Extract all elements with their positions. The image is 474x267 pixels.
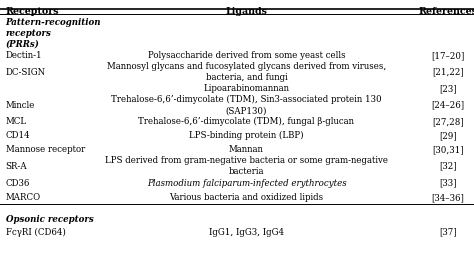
Text: [21,22]: [21,22] xyxy=(432,68,464,77)
Text: Mannosyl glycans and fucosylated glycans derived from viruses,
bacteria, and fun: Mannosyl glycans and fucosylated glycans… xyxy=(107,62,386,82)
Text: IgG1, IgG3, IgG4: IgG1, IgG3, IgG4 xyxy=(209,227,284,237)
Text: Mannose receptor: Mannose receptor xyxy=(6,145,85,154)
Text: MCL: MCL xyxy=(6,117,27,126)
Text: FcγRI (CD64): FcγRI (CD64) xyxy=(6,227,65,237)
Text: Various bacteria and oxidized lipids: Various bacteria and oxidized lipids xyxy=(169,193,324,202)
Text: CD14: CD14 xyxy=(6,131,30,140)
Text: SR-A: SR-A xyxy=(6,162,27,171)
Text: Trehalose-6,6’-dimycolate (TDM), fungal β-glucan: Trehalose-6,6’-dimycolate (TDM), fungal … xyxy=(138,117,355,126)
Text: Polysaccharide derived from some yeast cells: Polysaccharide derived from some yeast c… xyxy=(148,51,345,60)
Text: [37]: [37] xyxy=(439,227,457,237)
Text: LPS derived from gram-negative bacteria or some gram-negative
bacteria: LPS derived from gram-negative bacteria … xyxy=(105,156,388,176)
Text: LPS-binding protein (LBP): LPS-binding protein (LBP) xyxy=(189,131,304,140)
Text: [30,31]: [30,31] xyxy=(432,145,464,154)
Text: [23]: [23] xyxy=(439,84,457,93)
Text: [32]: [32] xyxy=(439,162,457,171)
Text: Ligands: Ligands xyxy=(226,7,267,17)
Text: [17–20]: [17–20] xyxy=(431,51,465,60)
Text: Dectin-1: Dectin-1 xyxy=(6,51,42,60)
Text: Receptors: Receptors xyxy=(6,7,59,17)
Text: Plasmodium falciparum-infected erythrocytes: Plasmodium falciparum-infected erythrocy… xyxy=(146,179,346,187)
Text: [27,28]: [27,28] xyxy=(432,117,464,126)
Text: References: References xyxy=(419,7,474,17)
Text: [29]: [29] xyxy=(439,131,457,140)
Text: [24–26]: [24–26] xyxy=(431,101,465,110)
Text: [34–36]: [34–36] xyxy=(431,193,465,202)
Text: DC-SIGN: DC-SIGN xyxy=(6,68,46,77)
Text: CD36: CD36 xyxy=(6,179,30,187)
Text: Mincle: Mincle xyxy=(6,101,35,110)
Text: Lipoarabinomannan: Lipoarabinomannan xyxy=(203,84,290,93)
Text: MARCO: MARCO xyxy=(6,193,41,202)
Text: Trehalose-6,6’-dimycolate (TDM), Sin3-associated protein 130
(SAP130): Trehalose-6,6’-dimycolate (TDM), Sin3-as… xyxy=(111,95,382,115)
Text: Opsonic receptors: Opsonic receptors xyxy=(6,215,93,224)
Text: Mannan: Mannan xyxy=(229,145,264,154)
Text: Pattern-recognition
receptors
(PRRs): Pattern-recognition receptors (PRRs) xyxy=(6,18,101,49)
Text: [33]: [33] xyxy=(439,179,456,187)
